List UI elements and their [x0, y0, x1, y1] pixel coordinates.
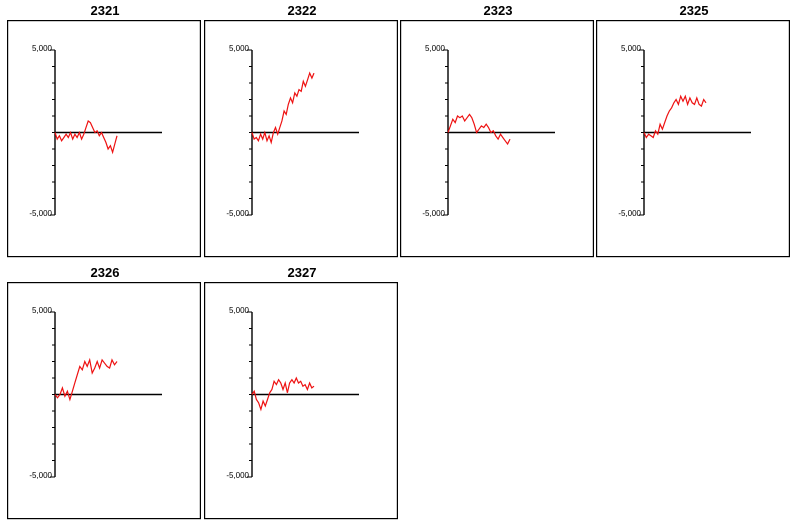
- chart-svg: -5,000 5,000: [7, 20, 202, 258]
- y-tick-label: 5,000: [229, 44, 250, 53]
- chart-panel-2321: 2321 -5,000 5,000: [7, 2, 203, 264]
- chart-frame: [596, 20, 790, 258]
- y-tick-label: -5,000: [226, 471, 249, 480]
- chart-panel-2323: 2323 -5,000 5,000: [400, 2, 596, 264]
- chart-title: 2327: [287, 265, 317, 280]
- y-tick-label: 5,000: [229, 306, 250, 315]
- series-line: [447, 113, 511, 146]
- chart-svg: -5,000 5,000: [7, 282, 202, 520]
- y-tick-label: -5,000: [29, 209, 52, 218]
- chart-svg: -5,000 5,000: [204, 282, 399, 520]
- series-line: [54, 120, 118, 155]
- y-tick-label: -5,000: [29, 471, 52, 480]
- chart-frame: [7, 282, 202, 520]
- y-tick-label: 5,000: [32, 306, 53, 315]
- chart-frame: [204, 20, 399, 258]
- y-tick-label: -5,000: [618, 209, 641, 218]
- chart-svg: -5,000 5,000: [596, 20, 790, 258]
- chart-title: 2326: [90, 265, 120, 280]
- chart-title: 2323: [483, 3, 513, 18]
- chart-frame: [204, 282, 399, 520]
- y-tick-label: 5,000: [32, 44, 53, 53]
- chart-panel-2326: 2326 -5,000 5,000: [7, 264, 203, 526]
- series-line: [643, 94, 707, 139]
- y-tick-label: -5,000: [226, 209, 249, 218]
- chart-svg: -5,000 5,000: [400, 20, 595, 258]
- chart-panel-2325: 2325 -5,000 5,000: [596, 2, 790, 264]
- y-tick-label: -5,000: [422, 209, 445, 218]
- chart-title: 2322: [287, 3, 317, 18]
- chart-svg: -5,000 5,000: [204, 20, 399, 258]
- chart-title: 2321: [90, 3, 120, 18]
- chart-title: 2325: [679, 3, 709, 18]
- chart-panel-2327: 2327 -5,000 5,000: [204, 264, 400, 526]
- chart-panel-2322: 2322 -5,000 5,000: [204, 2, 400, 264]
- series-line: [54, 357, 118, 402]
- y-tick-label: 5,000: [621, 44, 642, 53]
- y-tick-label: 5,000: [425, 44, 446, 53]
- series-line: [251, 71, 315, 145]
- series-line: [251, 376, 315, 412]
